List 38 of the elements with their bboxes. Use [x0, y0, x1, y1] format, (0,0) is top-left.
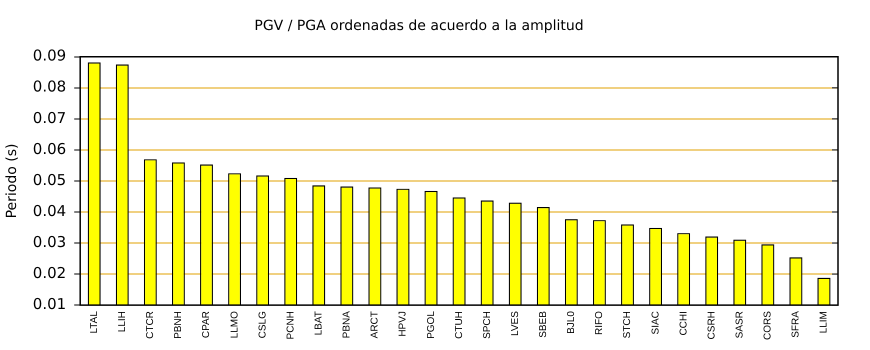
x-tick-label: LLMO	[229, 310, 240, 338]
y-tick-label: 0.04	[32, 202, 66, 220]
x-tick-label: SFRA	[790, 310, 802, 338]
x-tick-label: CSRH	[706, 311, 718, 340]
x-tick-label: PBNA	[342, 310, 353, 338]
x-tick-label: CCHI	[678, 311, 690, 336]
x-tick-label: BJL0	[566, 310, 578, 334]
chart-title: PGV / PGA ordenadas de acuerdo a la amplitud	[254, 18, 584, 34]
y-tick-label: 0.03	[32, 232, 66, 251]
x-tick-label: ARCT	[370, 311, 381, 338]
y-tick-label: 0.02	[32, 264, 66, 282]
x-tick-label: SIAC	[650, 311, 662, 334]
x-tick-label: CTUH	[454, 311, 465, 339]
x-tick-label: LVES	[510, 310, 521, 336]
x-tick-label: PGOL	[426, 310, 437, 339]
x-tick-label: PCNH	[285, 311, 296, 340]
y-tick-label: 0.09	[32, 46, 66, 65]
x-tick-label: CSLG	[257, 310, 268, 338]
x-tick-label: CTCR	[145, 311, 156, 339]
x-tick-label: LLIM	[818, 311, 830, 334]
x-tick-label: SBEB	[538, 310, 550, 338]
y-tick-label: 0.05	[32, 170, 66, 189]
x-tick-label: STCH	[622, 311, 634, 338]
y-tick-label: 0.08	[32, 78, 66, 96]
y-tick-label: 0.01	[32, 295, 66, 313]
y-tick-label: 0.07	[32, 108, 66, 127]
x-tick-label: RIFO	[594, 310, 606, 335]
x-tick-label: SPCH	[482, 311, 493, 339]
x-tick-label: PBNH	[173, 311, 184, 339]
y-tick-label: 0.06	[32, 140, 66, 158]
x-tick-label: CORS	[762, 310, 774, 340]
x-tick-label: LBAT	[314, 311, 325, 336]
y-axis-title: Periodo (s)	[4, 144, 20, 218]
x-tick-label: CPAR	[201, 311, 212, 338]
x-tick-label: SASR	[734, 311, 746, 338]
x-tick-label: LLIH	[117, 311, 128, 332]
x-tick-label: LTAL	[88, 310, 100, 334]
x-tick-label: HPVJ	[398, 311, 409, 337]
